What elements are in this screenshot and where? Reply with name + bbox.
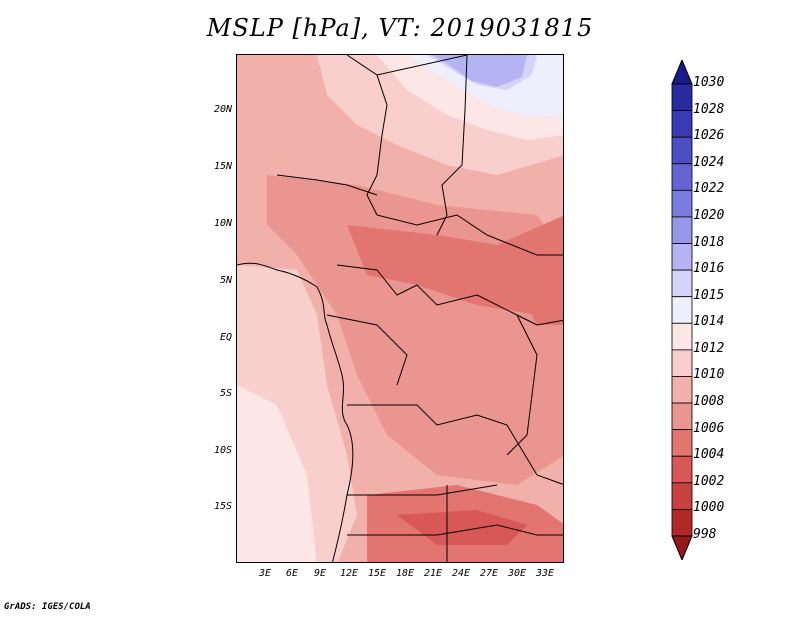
- colorbar-label: 1022: [693, 181, 725, 197]
- lon-label-3e: 3E: [258, 568, 272, 579]
- lat-label-15n: 15N: [213, 161, 232, 172]
- colorbar-label: 1015: [693, 287, 725, 303]
- colorbar-segment: [671, 349, 693, 377]
- colorbar-label: 1006: [693, 420, 725, 436]
- lat-label-15s: 15S: [213, 501, 232, 512]
- colorbar-label: 1016: [693, 261, 725, 277]
- lon-label-27e: 27E: [479, 568, 499, 579]
- colorbar-segment: [671, 189, 693, 218]
- colorbar-label: 1028: [693, 101, 725, 117]
- colorbar-segment: [671, 83, 693, 111]
- lon-label-33e: 33E: [535, 568, 555, 579]
- colorbar-top-arrow: [671, 60, 693, 85]
- colorbar-label: 1008: [693, 394, 725, 410]
- colorbar-segment: [671, 136, 693, 165]
- field-1002-south: [397, 510, 527, 545]
- field-1004-east: [497, 215, 563, 325]
- colorbar-segment: [671, 429, 693, 457]
- lon-label-15e: 15E: [367, 568, 387, 579]
- lon-label-9e: 9E: [313, 568, 327, 579]
- colorbar-segment: [671, 243, 693, 271]
- colorbar-bottom-arrow: [671, 535, 693, 560]
- colorbar-label: 1000: [693, 500, 725, 516]
- grads-credit: GrADS: IGES/COLA: [4, 602, 91, 612]
- colorbar-label: 1018: [693, 234, 725, 250]
- colorbar-label: 1004: [693, 447, 725, 463]
- colorbar-segment: [671, 110, 693, 138]
- colorbar-label: 998: [693, 527, 717, 542]
- colorbar-label: 1010: [693, 367, 725, 383]
- colorbar: [671, 60, 693, 560]
- colorbar-segment: [671, 322, 693, 351]
- lat-label-10n: 10N: [213, 218, 232, 229]
- colorbar-segment: [671, 455, 693, 484]
- colorbar-segment: [671, 482, 693, 510]
- colorbar-label: 1002: [693, 473, 725, 489]
- colorbar-segment: [671, 402, 693, 431]
- field-1012-sw: [237, 385, 317, 562]
- lat-label-10s: 10S: [213, 445, 232, 456]
- colorbar-segment: [671, 216, 693, 244]
- lat-label-eq: EQ: [219, 332, 232, 343]
- lon-label-12e: 12E: [339, 568, 359, 579]
- lon-label-30e: 30E: [507, 568, 527, 579]
- lon-label-24e: 24E: [451, 568, 471, 579]
- lon-label-21e: 21E: [423, 568, 443, 579]
- pressure-field: [237, 55, 563, 562]
- colorbar-segment: [671, 296, 693, 324]
- colorbar-label: 1030: [693, 75, 725, 90]
- colorbar-label: 1024: [693, 154, 725, 170]
- lat-label-20n: 20N: [213, 104, 232, 115]
- colorbar-segment: [671, 509, 693, 537]
- lat-label-5n: 5N: [219, 275, 232, 286]
- colorbar-label: 1012: [693, 340, 725, 356]
- pressure-map: [236, 54, 564, 563]
- field-1016-north: [432, 55, 527, 87]
- colorbar-label: 1026: [693, 128, 725, 144]
- colorbar-segment: [671, 269, 693, 298]
- colorbar-segment: [671, 376, 693, 404]
- colorbar-label: 1014: [693, 314, 725, 330]
- map-title: MSLP [hPa], VT: 2019031815: [206, 14, 594, 42]
- lon-label-18e: 18E: [395, 568, 415, 579]
- colorbar-label: 1020: [693, 207, 725, 223]
- lon-label-6e: 6E: [285, 568, 299, 579]
- lat-label-5s: 5S: [219, 388, 232, 399]
- field-1004-central: [347, 225, 557, 315]
- colorbar-segment: [671, 163, 693, 191]
- country-borders: [237, 55, 563, 562]
